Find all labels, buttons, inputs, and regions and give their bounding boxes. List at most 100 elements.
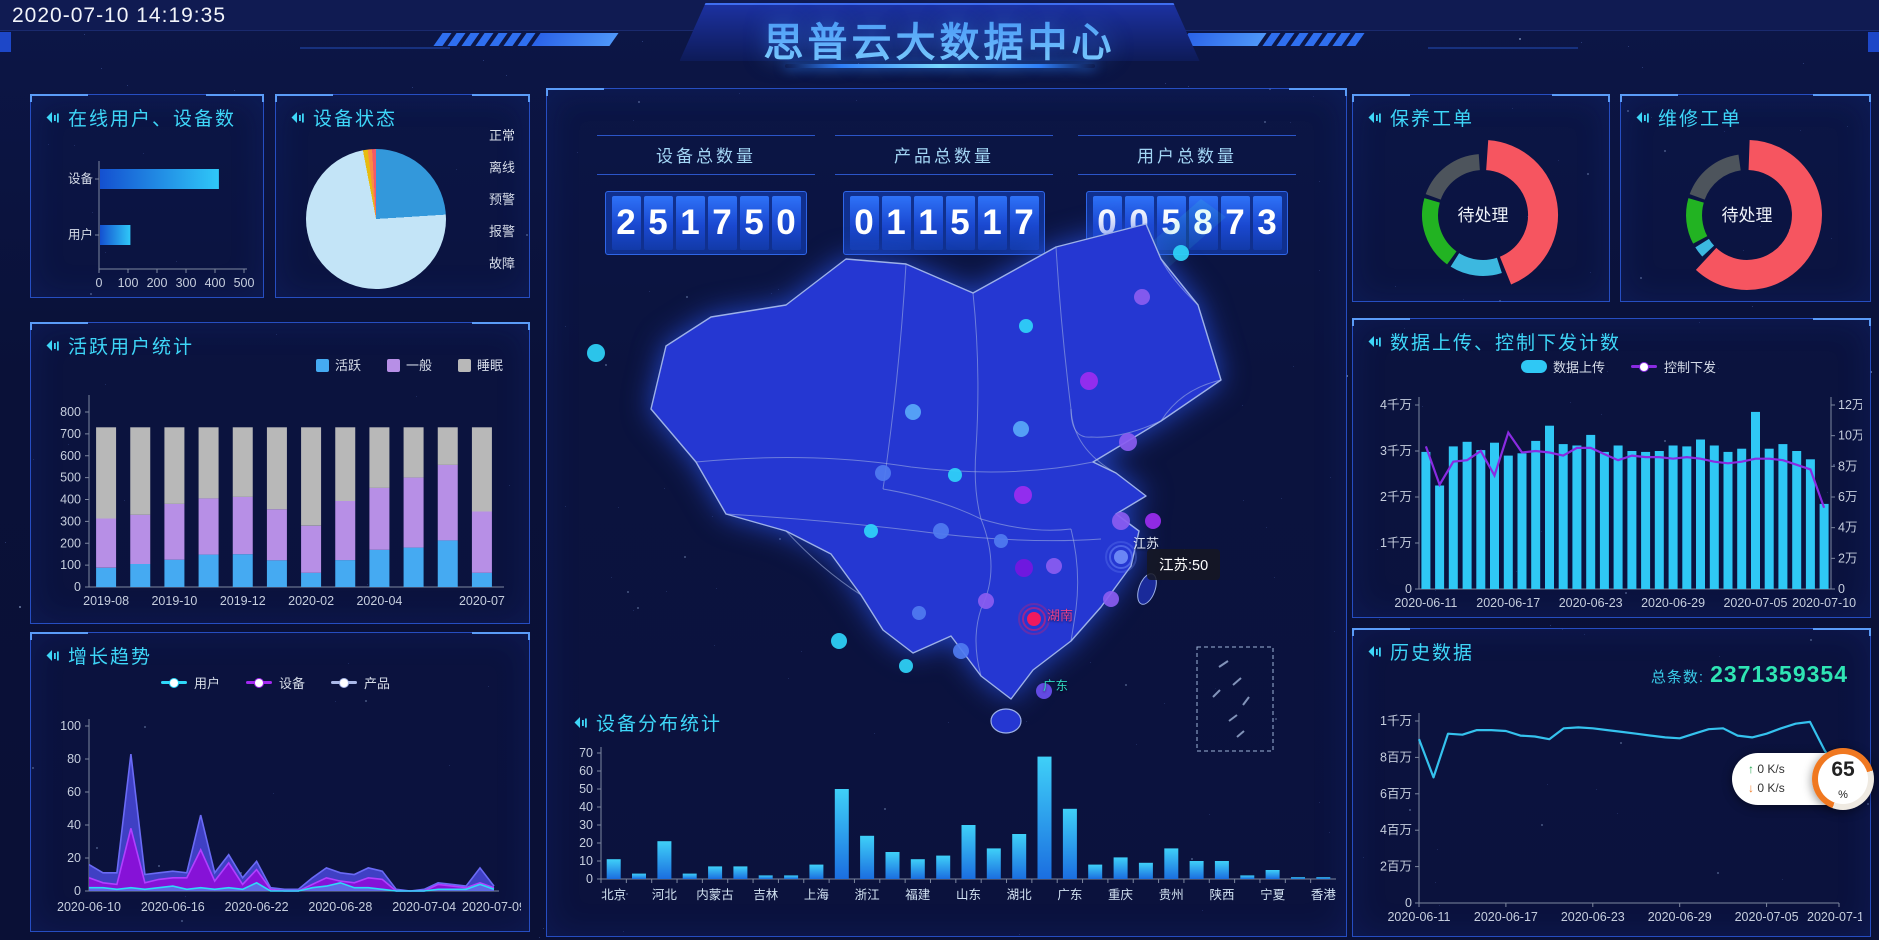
- svg-text:山东: 山东: [956, 888, 981, 902]
- panel-title-icon: [1368, 112, 1381, 123]
- device-distribution-chart[interactable]: 0 10 20 30 40 50 60 70 北京 河北 内蒙古 吉林 上海 浙江 福建 山东 湖北 广东 重庆 贵州…: [547, 739, 1346, 929]
- svg-text:设备: 设备: [68, 171, 94, 186]
- svg-text:3千万: 3千万: [1380, 444, 1412, 458]
- svg-text:广东: 广东: [1057, 888, 1082, 902]
- svg-text:100: 100: [118, 276, 139, 290]
- svg-text:500: 500: [60, 471, 81, 485]
- svg-text:2020-07-10: 2020-07-10: [1792, 596, 1856, 610]
- legend-item[interactable]: 用户: [161, 673, 220, 692]
- panel-title-icon: [46, 340, 59, 351]
- counter-digit: 7: [707, 196, 737, 250]
- svg-text:2020-07-04: 2020-07-04: [392, 900, 456, 914]
- svg-text:0: 0: [1838, 582, 1845, 596]
- panel-growth-trend: 增长趋势 用户 设备 产品 0 20 40 60 80 100 2020-06-10 2020-0…: [30, 632, 530, 932]
- legend-item[interactable]: 设备: [246, 673, 305, 692]
- counter-decor-line: [597, 135, 815, 136]
- china-map[interactable]: [561, 189, 1311, 769]
- svg-text:2020-06-23: 2020-06-23: [1559, 596, 1623, 610]
- up-arrow-icon: ↑: [1748, 762, 1754, 776]
- map-label-jiangsu: 江苏: [1133, 536, 1160, 551]
- svg-text:2020-07-05: 2020-07-05: [1735, 910, 1799, 924]
- legend-item[interactable]: 离线: [488, 160, 515, 175]
- svg-text:200: 200: [147, 276, 168, 290]
- svg-text:上海: 上海: [804, 887, 830, 902]
- counter-decor-line: [1078, 135, 1296, 136]
- panel-device-status-title: 设备状态: [290, 104, 397, 131]
- panel-distribution-title: 设备分布统计: [573, 709, 722, 736]
- svg-text:宁夏: 宁夏: [1260, 887, 1286, 902]
- counter-digit: 3: [1252, 196, 1282, 250]
- counter-users-label: 用户总数量: [1137, 147, 1237, 166]
- svg-text:1千万: 1千万: [1380, 714, 1412, 728]
- device-status-pie-chart[interactable]: [306, 149, 446, 289]
- legend-item[interactable]: 数据上传: [1521, 357, 1605, 376]
- svg-text:2020-06-16: 2020-06-16: [141, 900, 205, 914]
- repair-donut-chart[interactable]: 待处理: [1629, 131, 1862, 295]
- growth-trend-legend[interactable]: 用户 设备 产品: [161, 673, 390, 692]
- counter-digit: 1: [881, 196, 911, 250]
- download-speed: ↓ 0 K/s: [1748, 781, 1785, 795]
- svg-text:2019-08: 2019-08: [83, 594, 129, 608]
- svg-text:2千万: 2千万: [1380, 490, 1412, 504]
- svg-text:贵州: 贵州: [1159, 888, 1184, 902]
- active-users-chart[interactable]: 0 100 200 300 400 500 600 700 800 2019-08 2019-10 2…: [39, 377, 521, 617]
- svg-text:2020-06-11: 2020-06-11: [1394, 596, 1457, 610]
- counter-digit: 7: [1220, 196, 1250, 250]
- upload-dispatch-legend[interactable]: 数据上传 控制下发: [1521, 357, 1716, 376]
- legend-item[interactable]: 产品: [331, 673, 390, 692]
- device-status-legend[interactable]: 正常离线预警报警故障: [489, 125, 515, 272]
- svg-text:2020-06-11: 2020-06-11: [1387, 910, 1450, 924]
- counter-digit: 1: [675, 196, 705, 250]
- legend-item[interactable]: 预警: [488, 192, 515, 207]
- counter-decor-line: [835, 174, 1053, 175]
- upload-dispatch-chart[interactable]: 0 1千万 2千万 3千万 4千万 0 2万 4万 6万 8万 10万 12万 2020-06-11 20…: [1361, 361, 1864, 611]
- svg-text:陕西: 陕西: [1209, 887, 1234, 902]
- percent-gauge[interactable]: 65%: [1812, 748, 1874, 810]
- svg-text:80: 80: [67, 752, 81, 766]
- legend-item[interactable]: 活跃: [315, 355, 361, 374]
- counter-digit: 5: [643, 196, 673, 250]
- panel-title-icon: [574, 717, 587, 728]
- svg-text:300: 300: [176, 276, 197, 290]
- svg-text:2020-06-28: 2020-06-28: [308, 900, 372, 914]
- online-users-devices-chart[interactable]: 0 100 200 300 400 500 设备 用户: [39, 131, 255, 291]
- counter-decor-line: [597, 174, 815, 175]
- panel-active-users: 活跃用户统计 活跃 一般 睡眠 0 100 200 300 400 500 600 700 800 2…: [30, 322, 530, 624]
- legend-item[interactable]: 睡眠: [457, 355, 503, 374]
- map-label-hunan: 湖南: [1047, 608, 1074, 623]
- growth-trend-chart[interactable]: 0 20 40 60 80 100 2020-06-10 2020-06-16 2020-06-…: [39, 691, 526, 925]
- history-chart[interactable]: 0 2百万 4百万 6百万 8百万 1千万 2020-06-11 2020-06-17 2020…: [1361, 671, 1871, 930]
- svg-text:待处理: 待处理: [1722, 206, 1773, 225]
- counter-digit: 5: [739, 196, 769, 250]
- network-speed-widget[interactable]: ↑ 0 K/s ↓ 0 K/s 65%: [1732, 748, 1874, 810]
- header-right-slashes-decor: [1179, 33, 1365, 46]
- percent-gauge-value: 65%: [1818, 754, 1868, 804]
- panel-maintenance-title: 保养工单: [1367, 104, 1474, 131]
- svg-text:2020-07-10: 2020-07-10: [1807, 910, 1862, 924]
- counter-digit: 1: [913, 196, 943, 250]
- legend-item[interactable]: 报警: [488, 224, 515, 239]
- svg-text:10万: 10万: [1838, 429, 1862, 443]
- legend-item[interactable]: 故障: [488, 256, 515, 271]
- panel-active-users-title: 活跃用户统计: [45, 332, 194, 359]
- svg-text:50: 50: [579, 782, 593, 796]
- svg-text:8百万: 8百万: [1380, 750, 1412, 764]
- svg-text:河北: 河北: [652, 888, 678, 902]
- svg-text:100: 100: [60, 719, 81, 733]
- panel-online-title: 在线用户、设备数: [45, 104, 236, 131]
- svg-text:20: 20: [579, 836, 593, 850]
- svg-text:2020-06-22: 2020-06-22: [225, 900, 289, 914]
- legend-item[interactable]: 一般: [386, 355, 432, 374]
- active-users-legend[interactable]: 活跃 一般 睡眠: [315, 355, 503, 374]
- svg-text:60: 60: [579, 764, 593, 778]
- counter-digit: 0: [849, 196, 879, 250]
- legend-item[interactable]: 控制下发: [1631, 357, 1716, 376]
- svg-text:700: 700: [60, 427, 81, 441]
- history-total-value: 2371359354: [1710, 661, 1848, 687]
- panel-upload-dispatch-title: 数据上传、控制下发计数: [1367, 328, 1621, 355]
- svg-text:2020-07: 2020-07: [459, 594, 505, 608]
- legend-item[interactable]: 正常: [488, 128, 515, 143]
- maintenance-donut-chart[interactable]: 待处理: [1361, 131, 1601, 295]
